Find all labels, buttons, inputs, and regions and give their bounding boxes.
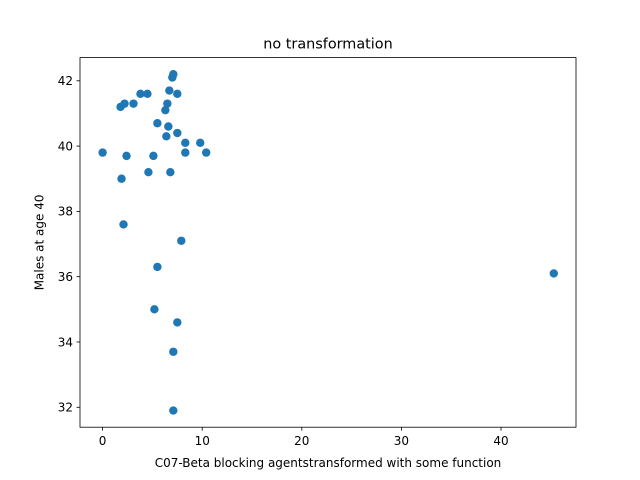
data-point-23 [166,168,175,177]
data-point-5 [143,89,152,99]
data-point-25 [181,148,190,157]
y-tick-label-4: 40 [58,139,73,153]
data-point-3 [129,99,138,108]
data-point-11 [153,119,162,128]
data-point-26 [196,138,205,148]
y-axis-label: Males at age 40 [33,194,47,290]
data-point-2 [120,99,129,108]
data-point-21 [162,132,171,141]
data-point-24 [181,138,190,148]
data-point-20 [164,122,173,131]
data-point-9 [144,168,153,177]
y-tick-label-0: 32 [58,401,73,415]
y-tick-label-5: 42 [58,74,73,88]
data-point-14 [161,105,170,115]
data-point-15 [163,99,172,108]
points-layer [98,70,558,415]
y-axis-ticks: 32 34 36 38 40 42 [58,74,80,415]
data-point-8 [119,220,128,229]
x-axis-ticks: 0 10 20 30 40 [99,427,509,448]
data-point-30 [169,347,178,356]
data-point-22 [173,128,182,138]
x-tick-label-1: 10 [195,434,210,448]
data-point-29 [173,318,182,327]
data-point-27 [201,148,211,157]
data-point-10 [149,151,158,161]
data-point-6 [117,174,126,183]
x-tick-label-2: 20 [294,434,309,448]
data-point-16 [165,86,174,95]
data-point-32 [549,269,558,278]
data-point-19 [173,89,182,99]
data-point-28 [177,236,186,245]
data-point-12 [153,262,162,272]
y-tick-label-3: 38 [58,205,73,219]
data-point-13 [150,305,159,314]
data-point-4 [136,89,145,99]
x-axis-label: C07-Beta blocking agentstransformed with… [155,456,502,470]
y-tick-label-1: 34 [58,335,73,349]
data-point-18 [169,70,178,79]
x-tick-label-4: 40 [493,434,508,448]
x-tick-label-0: 0 [99,434,107,448]
data-point-0 [98,148,107,157]
data-point-31 [169,406,178,415]
x-tick-label-3: 30 [394,434,409,448]
data-point-7 [122,151,131,161]
plot-frame [79,57,577,428]
chart-title: no transformation [263,37,392,53]
y-tick-label-2: 36 [58,270,73,284]
